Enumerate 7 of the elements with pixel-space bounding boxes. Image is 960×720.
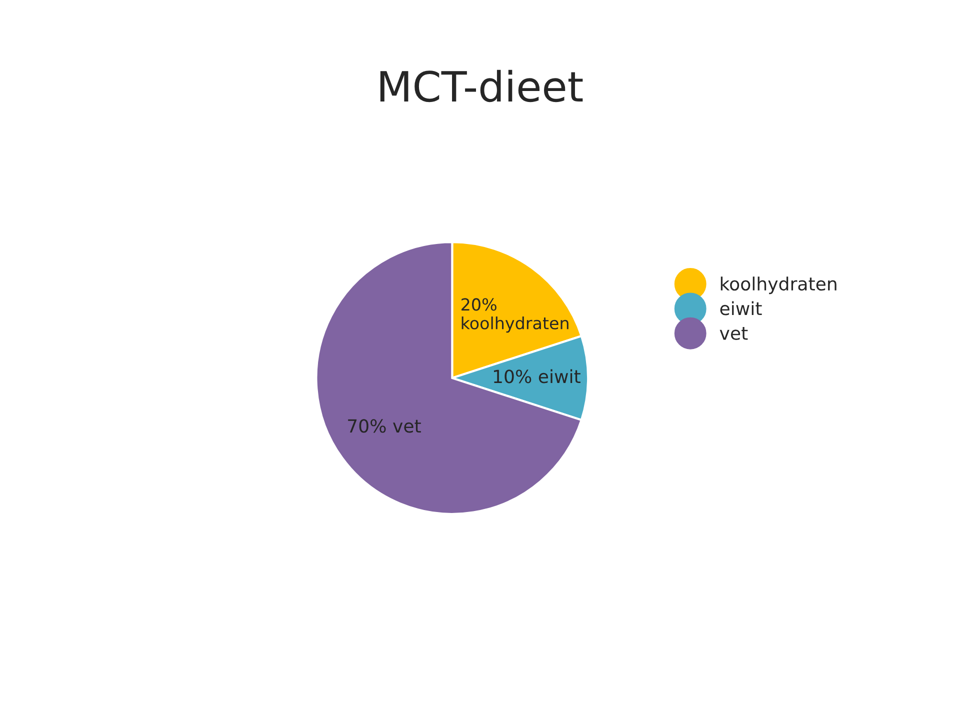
legend-label: eiwit <box>720 301 762 316</box>
chart-title: MCT-dieet <box>380 70 583 102</box>
data-label: 70% vet <box>348 419 421 433</box>
legend-label: vet <box>720 327 748 340</box>
data-label: 10% eiwit <box>494 369 580 384</box>
legend-label: koolhydraten <box>720 276 836 294</box>
data-label: 20% koolhydraten <box>462 298 568 333</box>
